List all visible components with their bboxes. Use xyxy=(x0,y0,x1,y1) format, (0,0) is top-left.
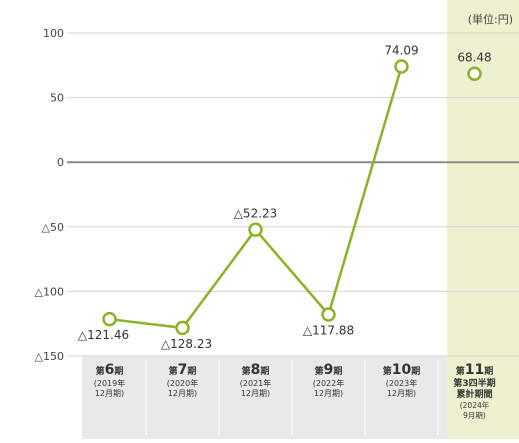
data-point xyxy=(321,307,336,322)
y-tick-label: 100 xyxy=(43,27,64,40)
data-label: 74.09 xyxy=(384,43,418,57)
highlight-column xyxy=(447,0,519,439)
category-sub-label: 12月期) xyxy=(387,389,416,398)
category-label: 第7期 xyxy=(169,362,197,378)
y-tick-label: △150 xyxy=(35,350,64,363)
y-tick-label: △100 xyxy=(35,285,64,298)
category-sub-label: 9月期) xyxy=(463,411,486,420)
category-label: 第9期 xyxy=(315,362,343,378)
category-label: 第11期 xyxy=(456,362,494,378)
data-label: △52.23 xyxy=(234,207,278,221)
category-sub-label: (2021年 xyxy=(240,378,271,388)
data-label: △117.88 xyxy=(303,324,354,338)
category-sub-label: (2020年 xyxy=(167,378,198,388)
unit-label: (単位:円) xyxy=(467,13,513,26)
data-label-latest: 68.48 xyxy=(457,51,491,65)
category-sub-label: 12月期) xyxy=(168,389,197,398)
y-tick-label: 50 xyxy=(50,92,64,105)
category-extra-label: 累計期間 xyxy=(456,388,492,400)
series-line xyxy=(109,66,403,330)
data-point xyxy=(394,59,409,74)
data-point-latest xyxy=(467,66,482,81)
y-tick-label: 0 xyxy=(57,156,64,169)
data-point xyxy=(175,320,190,336)
category-sub-label: (2024年 xyxy=(460,400,490,410)
data-label: △121.46 xyxy=(78,328,129,342)
category-sub-label: (2022年 xyxy=(313,378,344,388)
category-band xyxy=(82,356,447,439)
data-point xyxy=(102,311,117,327)
category-sub-label: (2023年 xyxy=(386,378,417,388)
category-label: 第6期 xyxy=(96,362,124,378)
category-extra-label: 第3四半期 xyxy=(453,377,495,389)
category-sub-label: 12月期) xyxy=(241,389,270,398)
category-sub-label: (2019年 xyxy=(94,378,125,388)
y-tick-label: △50 xyxy=(42,221,64,234)
category-label: 第8期 xyxy=(242,362,270,378)
category-sub-label: 12月期) xyxy=(95,389,124,398)
category-label: 第10期 xyxy=(383,362,421,378)
data-point xyxy=(248,222,263,237)
data-label: △128.23 xyxy=(161,337,212,351)
category-sub-label: 12月期) xyxy=(314,389,343,398)
